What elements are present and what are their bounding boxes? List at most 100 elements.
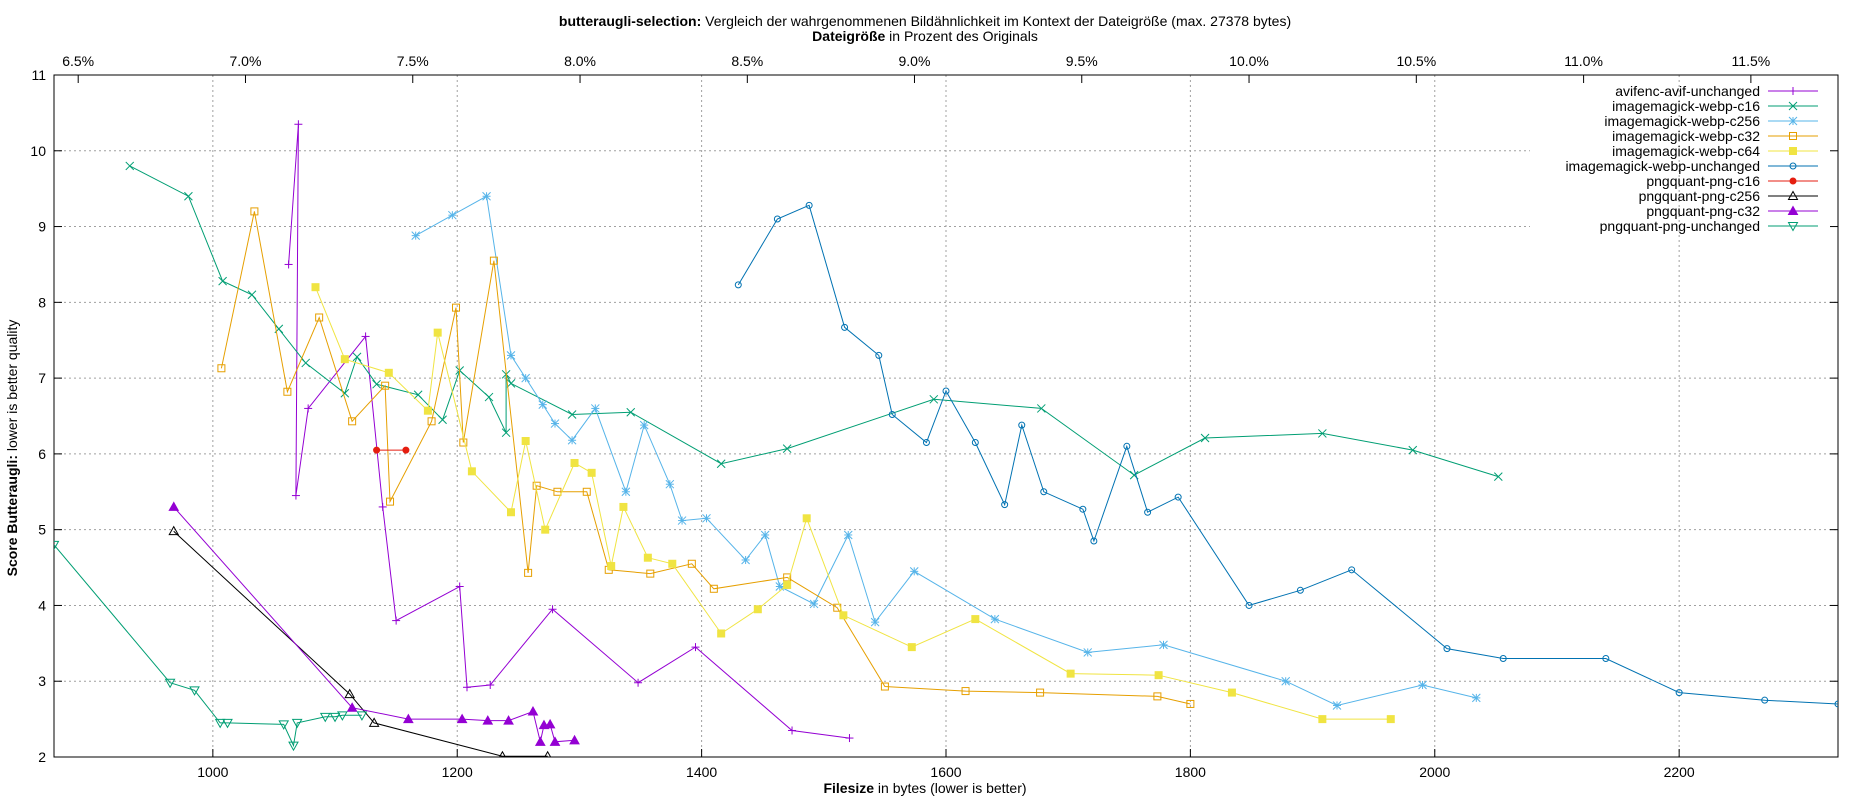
data-point (250, 207, 259, 216)
series-pngquant-png-unchanged (54, 540, 368, 752)
data-point (214, 718, 226, 729)
data-point (344, 688, 356, 699)
x-axis-title-rest: in bytes (lower is better) (874, 780, 1027, 796)
data-point (301, 358, 311, 368)
data-point (456, 713, 468, 724)
data-point (482, 191, 491, 201)
legend-label: avifenc-avif-unchanged (1615, 83, 1760, 99)
x2-tick-label: 11.0% (1564, 53, 1603, 69)
series-line (54, 544, 362, 748)
data-point (753, 605, 762, 614)
y-tick-label: 7 (38, 370, 46, 386)
data-point (782, 444, 792, 453)
x2-tick-label: 8.0% (564, 53, 596, 69)
data-point (1471, 693, 1481, 703)
data-point (168, 501, 180, 511)
legend-label: imagemagick-webp-c32 (1612, 128, 1760, 144)
data-point (788, 726, 797, 735)
data-point (907, 643, 916, 652)
data-point (386, 497, 395, 506)
data-point (534, 736, 546, 746)
data-point (691, 643, 700, 652)
data-point (1036, 688, 1045, 697)
data-point (1408, 445, 1418, 455)
data-point (1153, 692, 1162, 701)
series-line (173, 506, 575, 743)
series-pngquant-png-c32 (168, 501, 580, 746)
data-point (1789, 87, 1797, 95)
data-point (346, 702, 358, 712)
data-point (184, 191, 193, 201)
series-pngquant-png-c256 (168, 525, 552, 757)
data-point (544, 718, 556, 729)
data-point (702, 513, 711, 523)
x2-axis-title: Dateigröße in Prozent des Originals (812, 28, 1038, 44)
data-point (587, 468, 596, 477)
data-point (459, 438, 468, 447)
y-tick-label: 8 (38, 294, 46, 310)
x2-tick-label: 9.5% (1066, 53, 1098, 69)
data-point (1018, 421, 1026, 429)
data-point (283, 387, 292, 396)
data-point (125, 161, 135, 171)
data-point (1281, 676, 1291, 686)
data-point (570, 458, 579, 467)
legend-item: imagemagick-webp-c32 (1612, 128, 1818, 144)
chart-title-bold: butteraugli-selection: (559, 13, 701, 29)
series-line (288, 124, 850, 739)
data-point (677, 516, 687, 525)
data-point (1787, 222, 1799, 232)
data-point (1789, 147, 1797, 155)
series-line (129, 165, 1499, 478)
data-point (1090, 537, 1098, 545)
data-point (1159, 640, 1168, 650)
data-point (621, 487, 631, 497)
data-point (839, 611, 848, 620)
data-point (218, 276, 227, 286)
x2-tick-label: 9.0% (899, 53, 931, 69)
x-tick-label: 1400 (686, 764, 717, 780)
y-tick-label: 11 (31, 67, 46, 83)
data-point (373, 446, 381, 454)
legend-item: pngquant-png-unchanged (1600, 218, 1818, 234)
series-imagemagick-webp-c32 (217, 207, 1195, 708)
x2-axis-title-bold: Dateigröße (812, 28, 885, 44)
data-point (971, 615, 980, 624)
y-tick-label: 6 (38, 446, 46, 462)
data-point (1787, 205, 1799, 215)
data-point (773, 215, 781, 223)
data-point (486, 681, 495, 690)
data-point (870, 617, 880, 627)
data-point (1036, 404, 1046, 413)
data-point (168, 525, 180, 536)
data-point (942, 387, 950, 395)
data-point (291, 491, 300, 500)
data-point (278, 720, 290, 730)
data-point (329, 712, 341, 723)
data-point (503, 715, 514, 725)
data-point (1386, 715, 1395, 724)
plot-frame (53, 74, 1839, 758)
x2-tick-label: 11.5% (1732, 53, 1771, 69)
legend-label: pngquant-png-c16 (1646, 173, 1760, 189)
data-point (875, 351, 883, 359)
y-tick-label: 3 (38, 673, 46, 689)
data-point (734, 281, 742, 289)
y-tick-label: 9 (38, 219, 46, 235)
data-point (164, 678, 176, 689)
series-line (173, 530, 548, 757)
data-point (548, 605, 557, 614)
series-pngquant-png-c16 (373, 446, 410, 454)
legend-label: imagemagick-webp-c16 (1612, 98, 1760, 114)
data-point (311, 283, 320, 292)
data-point (403, 713, 414, 724)
data-point (802, 514, 811, 523)
data-point (582, 487, 591, 496)
data-point (413, 390, 423, 400)
series-line (315, 287, 1391, 720)
x2-tick-label: 8.5% (731, 53, 763, 69)
legend-item: imagemagick-webp-c16 (1612, 98, 1818, 114)
data-point (709, 584, 718, 593)
legend-item: avifenc-avif-unchanged (1615, 83, 1818, 99)
data-point (1788, 116, 1798, 126)
